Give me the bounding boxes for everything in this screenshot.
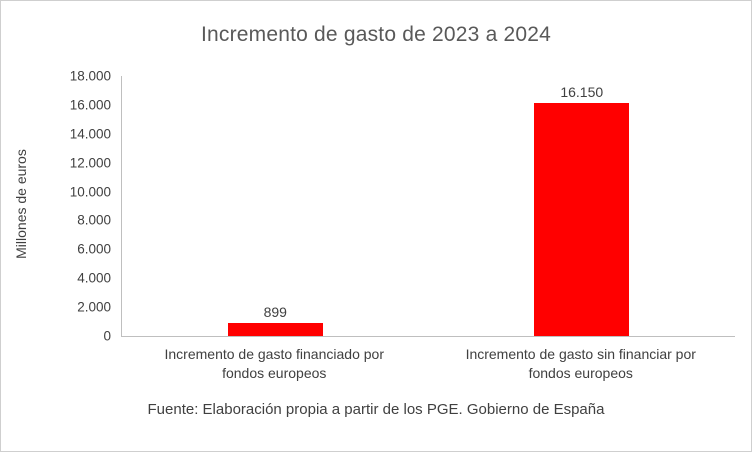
- y-axis-tick-labels: 0 2.000 4.000 6.000 8.000 10.000 12.000 14.000 1…: [41, 69, 111, 344]
- y-tick-label: 18.000: [69, 68, 111, 84]
- bar-value-label: 16.150: [560, 83, 604, 100]
- plot-area: 899 16.150: [121, 76, 735, 337]
- y-tick-label: 16.000: [69, 97, 111, 113]
- chart-title: Incremento de gasto de 2023 a 2024: [200, 23, 552, 46]
- y-tick-label: 2.000: [77, 299, 111, 315]
- bar: [534, 102, 630, 336]
- y-tick-label: 0: [103, 328, 111, 344]
- bar-slot: 899: [122, 76, 429, 336]
- x-category-label: Incremento de gasto sin financiar por fo…: [465, 346, 696, 381]
- source-note: Fuente: Elaboración propia a partir de l…: [147, 401, 605, 418]
- y-tick-label: 4.000: [77, 270, 111, 286]
- y-tick-label: 10.000: [69, 184, 111, 200]
- y-tick-label: 6.000: [77, 241, 111, 257]
- y-tick-label: 8.000: [77, 212, 111, 228]
- bar-value-label: 899: [263, 304, 287, 321]
- y-tick-label: 14.000: [69, 126, 111, 142]
- y-tick-label: 12.000: [69, 155, 111, 171]
- bar-slot: 16.150: [429, 76, 736, 336]
- bar: [227, 323, 323, 336]
- x-category-label: Incremento de gasto financiado por fondo…: [164, 346, 384, 381]
- x-axis-category-labels: Incremento de gasto financiado por fondo…: [121, 345, 734, 383]
- y-axis-title: Millones de euros: [13, 149, 29, 259]
